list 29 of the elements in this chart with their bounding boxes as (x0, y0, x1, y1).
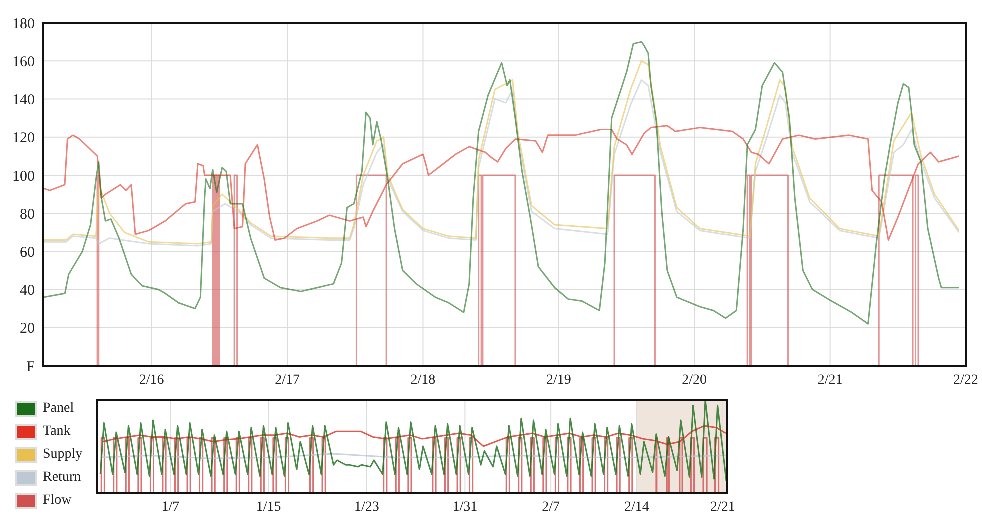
y-tick-label: 160 (12, 54, 35, 70)
y-tick-label: 180 (12, 16, 35, 32)
y-tick-label: F (26, 359, 35, 376)
x-tick-label: 2/7 (542, 500, 560, 515)
x-tick-label: 1/23 (354, 500, 380, 515)
x-tick-label: 1/15 (256, 500, 282, 515)
y-tick-label: 140 (12, 92, 35, 109)
x-tick-label: 2/19 (546, 372, 572, 388)
x-tick-label: 2/16 (139, 372, 164, 388)
x-tick-label: 2/18 (410, 372, 436, 388)
x-tick-label: 2/20 (682, 372, 708, 388)
legend-label: Panel (43, 400, 74, 416)
legend-label: Tank (43, 424, 71, 440)
x-tick-label: 1/7 (162, 500, 180, 515)
y-tick-label: 80 (20, 206, 35, 223)
legend-label: Flow (43, 492, 72, 508)
x-tick-label: 1/31 (452, 500, 478, 515)
x-tick-label: 2/22 (954, 372, 978, 388)
x-tick-label: 2/14 (624, 500, 650, 515)
y-tick-label: 100 (12, 168, 35, 185)
y-tick-label: 40 (20, 283, 35, 300)
legend-label: Return (43, 470, 82, 486)
y-tick-label: 20 (20, 321, 35, 338)
x-tick-label: 2/21 (818, 372, 843, 388)
legend-label: Supply (43, 446, 83, 462)
y-tick-label: 60 (20, 244, 35, 261)
x-tick-label: 2/21 (710, 500, 736, 515)
x-tick-label: 2/17 (275, 372, 300, 388)
y-tick-label: 120 (12, 130, 35, 147)
